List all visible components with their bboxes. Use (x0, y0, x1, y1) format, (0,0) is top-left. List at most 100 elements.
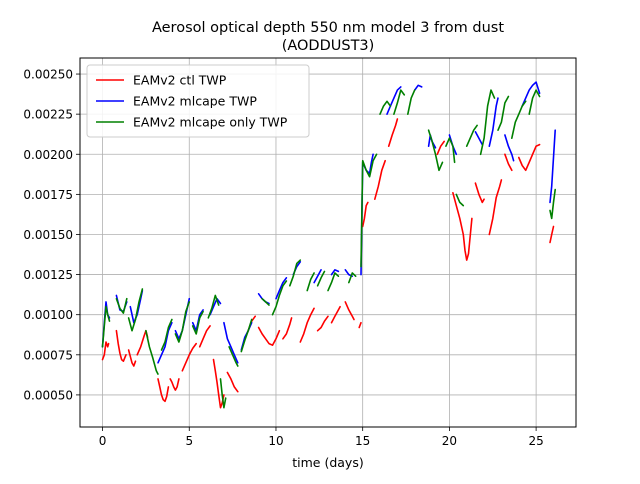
x-axis: 0 5 10 15 20 25 (99, 427, 544, 448)
series-line-segment (299, 307, 315, 343)
series-line-segment (288, 259, 302, 287)
series-line-segment (436, 140, 446, 156)
chart-title: Aerosol optical depth 550 nm model 3 fro… (152, 20, 504, 36)
series-line-segment (101, 305, 111, 348)
series-line-segment (386, 86, 402, 115)
series-line-segment (474, 182, 485, 204)
series-line-segment (157, 321, 173, 364)
series-line-segment (282, 317, 293, 340)
series-line-segment (358, 321, 362, 329)
y-tick-label: 0.00125 (23, 268, 73, 282)
series-line-segment (228, 345, 239, 367)
legend-label: EAMv2 mlcape only TWP (133, 115, 288, 130)
legend-label: EAMv2 ctl TWP (133, 73, 227, 88)
series-line-segment (387, 118, 399, 147)
y-tick-label: 0.00100 (23, 308, 73, 322)
plot-frame (79, 57, 577, 428)
series-line-segment (226, 371, 239, 393)
y-tick-label: 0.00175 (23, 188, 73, 202)
series-line-segment (316, 315, 329, 332)
series-line-segment (174, 301, 191, 343)
series-line-segment (145, 329, 159, 375)
series-line-segment (360, 153, 378, 268)
chart-title-line2: (AODDUST3) (282, 38, 375, 54)
series-line-segment (306, 272, 315, 292)
series-line-segment (160, 318, 173, 351)
series-line-segment (115, 297, 128, 314)
series-line-segment (330, 268, 340, 276)
series-line-segment (181, 342, 197, 372)
series-line-segment (465, 124, 478, 147)
x-tick-label: 5 (185, 434, 193, 448)
legend: EAMv2 ctl TWP EAMv2 mlcape TWP EAMv2 mlcap… (86, 64, 310, 138)
legend-label: EAMv2 mlcape TWP (133, 94, 257, 109)
series-line-segment (275, 276, 288, 300)
series-line-segment (115, 329, 127, 363)
series-line-segment (257, 326, 281, 347)
y-tick-label: 0.00075 (23, 348, 73, 362)
series-line-segment (521, 81, 541, 107)
series-line-segment (347, 272, 357, 284)
series-line-segment (528, 89, 541, 115)
series-line-segment (198, 325, 211, 348)
series-1 (101, 118, 555, 409)
x-tick-label: 25 (528, 434, 543, 448)
series-line-segment (327, 272, 340, 292)
y-tick-label: 0.00250 (23, 68, 73, 82)
series-line-segment (330, 305, 341, 324)
x-tick-label: 0 (99, 434, 107, 448)
series-line-segment (101, 341, 110, 361)
series-line-segment (157, 378, 170, 403)
series-line-segment (488, 179, 503, 236)
y-tick-label: 0.00200 (23, 148, 73, 162)
x-tick-label: 10 (268, 434, 283, 448)
series-line-segment (344, 301, 355, 321)
series-line-segment (169, 378, 180, 391)
series-line-segment (223, 321, 239, 364)
grid (80, 58, 576, 427)
series-line-segment (261, 297, 270, 306)
series-line-segment (191, 310, 204, 335)
series-line-segment (455, 193, 465, 207)
series-line-segment (219, 378, 227, 409)
x-axis-label: time (days) (292, 455, 363, 470)
series-line-segment (393, 89, 406, 115)
series-layer (101, 81, 557, 409)
series-line-segment (549, 188, 557, 220)
series-line-segment (510, 100, 527, 139)
series-line-segment (474, 131, 484, 146)
series-line-segment (257, 292, 270, 305)
y-tick-label: 0.00150 (23, 228, 73, 242)
series-line-segment (361, 201, 369, 228)
series-line-segment (445, 137, 456, 164)
series-line-segment (504, 153, 513, 172)
y-tick-label: 0.00225 (23, 108, 73, 122)
series-line-segment (479, 89, 496, 156)
series-line-segment (488, 97, 499, 147)
y-axis: 0.00050 0.00075 0.00100 0.00125 0.00150 0.001… (23, 68, 80, 402)
series-line-segment (127, 288, 144, 332)
series-line-segment (406, 89, 416, 115)
series-line-segment (313, 268, 322, 284)
series-line-segment (209, 297, 222, 316)
series-line-segment (427, 129, 444, 172)
series-line-segment (549, 225, 555, 244)
series-line-segment (316, 270, 326, 287)
series-line-segment (452, 192, 473, 261)
series-line-segment (517, 143, 541, 172)
series-line-segment (413, 84, 423, 91)
series-line-segment (212, 358, 225, 409)
series-line-segment (379, 100, 392, 115)
x-tick-label: 20 (442, 434, 457, 448)
series-3 (101, 89, 557, 409)
legend-box (86, 64, 310, 138)
series-line-segment (127, 349, 137, 367)
series-line-segment (271, 280, 288, 316)
x-tick-label: 15 (355, 434, 370, 448)
series-line-segment (497, 95, 510, 131)
series-line-segment (504, 134, 515, 162)
series-line-segment (373, 159, 387, 200)
y-tick-label: 0.00050 (23, 388, 73, 402)
